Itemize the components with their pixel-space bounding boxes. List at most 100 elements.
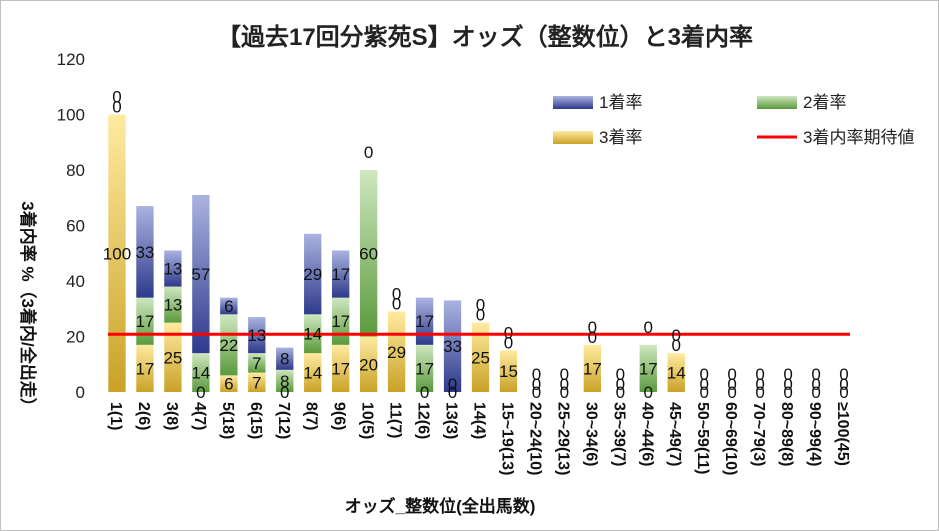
data-label: 0 [280, 383, 289, 402]
x-tick-label: ≥100(45) [834, 402, 851, 466]
data-label: 0 [811, 365, 820, 384]
bar-segment [332, 344, 350, 392]
legend-label: 3着内率期待値 [803, 128, 914, 147]
x-tick-label: 70~79(3) [750, 402, 767, 467]
x-tick-label: 1(1) [107, 402, 124, 430]
data-label: 17 [135, 359, 154, 378]
x-tick-label: 45~49(7) [666, 402, 683, 467]
bar-segment [108, 114, 126, 392]
bar-segment [359, 336, 378, 392]
data-label: 0 [783, 365, 792, 384]
x-tick-label: 10(5) [359, 402, 376, 439]
data-label: 0 [532, 383, 541, 402]
bar-segment [192, 194, 210, 354]
data-label: 14 [303, 325, 322, 344]
x-tick-label: 11(7) [387, 402, 404, 438]
y-tick-label: 100 [57, 106, 85, 125]
data-label: 0 [727, 365, 736, 384]
data-label: 7 [252, 354, 261, 373]
bar-segment [443, 300, 462, 392]
data-label: 25 [471, 348, 490, 367]
data-label: 0 [644, 383, 653, 402]
legend-label: 1着率 [599, 93, 642, 112]
data-label: 17 [415, 312, 434, 331]
data-label: 0 [532, 365, 541, 384]
data-label: 14 [303, 364, 322, 383]
bar-segment [248, 353, 266, 373]
data-label: 25 [163, 348, 182, 367]
data-label: 0 [644, 318, 653, 337]
x-tick-label: 30~34(6) [582, 402, 599, 467]
data-label: 0 [672, 336, 681, 355]
bar-segment [276, 347, 294, 370]
data-label: 6 [224, 297, 233, 316]
data-label: 0 [196, 383, 205, 402]
x-tick-label: 60~69(10) [722, 402, 739, 475]
data-label: 0 [783, 375, 792, 394]
data-label: 17 [639, 359, 658, 378]
data-label: 13 [163, 296, 182, 315]
bar-segment [583, 344, 602, 392]
data-label: 8 [280, 350, 289, 369]
data-label: 0 [755, 365, 764, 384]
data-label: 0 [448, 383, 457, 402]
data-label: 0 [699, 383, 708, 402]
bars [108, 114, 685, 392]
bar-segment [136, 206, 154, 298]
data-label: 0 [839, 365, 848, 384]
bar-segment [415, 344, 434, 392]
data-label: 0 [476, 296, 485, 315]
x-tick-label: 6(15) [247, 402, 264, 439]
bar-segment [164, 250, 182, 287]
x-tick-label: 14(4) [471, 402, 488, 439]
x-tick-label: 80~89(8) [778, 402, 795, 467]
x-axis-label: オッズ_整数位(全出馬数) [345, 496, 536, 516]
bar-segment [136, 344, 154, 392]
bar-segment [304, 353, 322, 392]
legend: 1着率 2着率 3着率 3着内率期待値 [553, 93, 914, 147]
y-tick-label: 120 [57, 50, 85, 69]
data-label: 13 [163, 260, 182, 279]
bar-segment [276, 369, 294, 392]
data-label: 0 [699, 375, 708, 394]
bar-segment [164, 322, 182, 392]
bar-segment [220, 314, 238, 376]
legend-swatch [553, 131, 593, 144]
data-label: 0 [699, 365, 708, 384]
bar-segment [639, 344, 657, 392]
data-label: 100 [103, 244, 131, 263]
data-label: 60 [359, 244, 378, 263]
data-label: 0 [588, 318, 597, 337]
data-label: 17 [583, 359, 602, 378]
x-tick-label: 20~24(10) [526, 402, 543, 475]
x-tick-label: 4(7) [191, 402, 208, 430]
data-label: 0 [420, 383, 429, 402]
data-label: 0 [811, 383, 820, 402]
data-label: 14 [191, 364, 210, 383]
data-label: 0 [476, 306, 485, 325]
data-label: 0 [448, 375, 457, 394]
x-tick-label: 3(8) [163, 402, 180, 430]
x-tick-label: 8(7) [303, 402, 320, 430]
x-tick-label: 15~19(13) [498, 402, 515, 475]
bar-segment [499, 350, 518, 392]
data-label: 17 [331, 312, 350, 331]
y-tick-label: 60 [66, 217, 85, 236]
data-label: 0 [392, 285, 401, 304]
data-label: 0 [783, 383, 792, 402]
data-label: 22 [219, 336, 238, 355]
data-label: 0 [588, 328, 597, 347]
y-axis: 0 20 40 60 80 100 120 [57, 50, 85, 402]
y-tick-label: 80 [66, 161, 85, 180]
bar-segment [220, 297, 238, 315]
data-label: 29 [303, 265, 322, 284]
bar-segment [471, 322, 490, 392]
bar-segment [304, 233, 322, 315]
data-label: 0 [560, 383, 569, 402]
data-label: 0 [616, 383, 625, 402]
bar-segment [332, 250, 350, 298]
bar-segment [192, 353, 210, 392]
bar-segment [164, 286, 182, 323]
